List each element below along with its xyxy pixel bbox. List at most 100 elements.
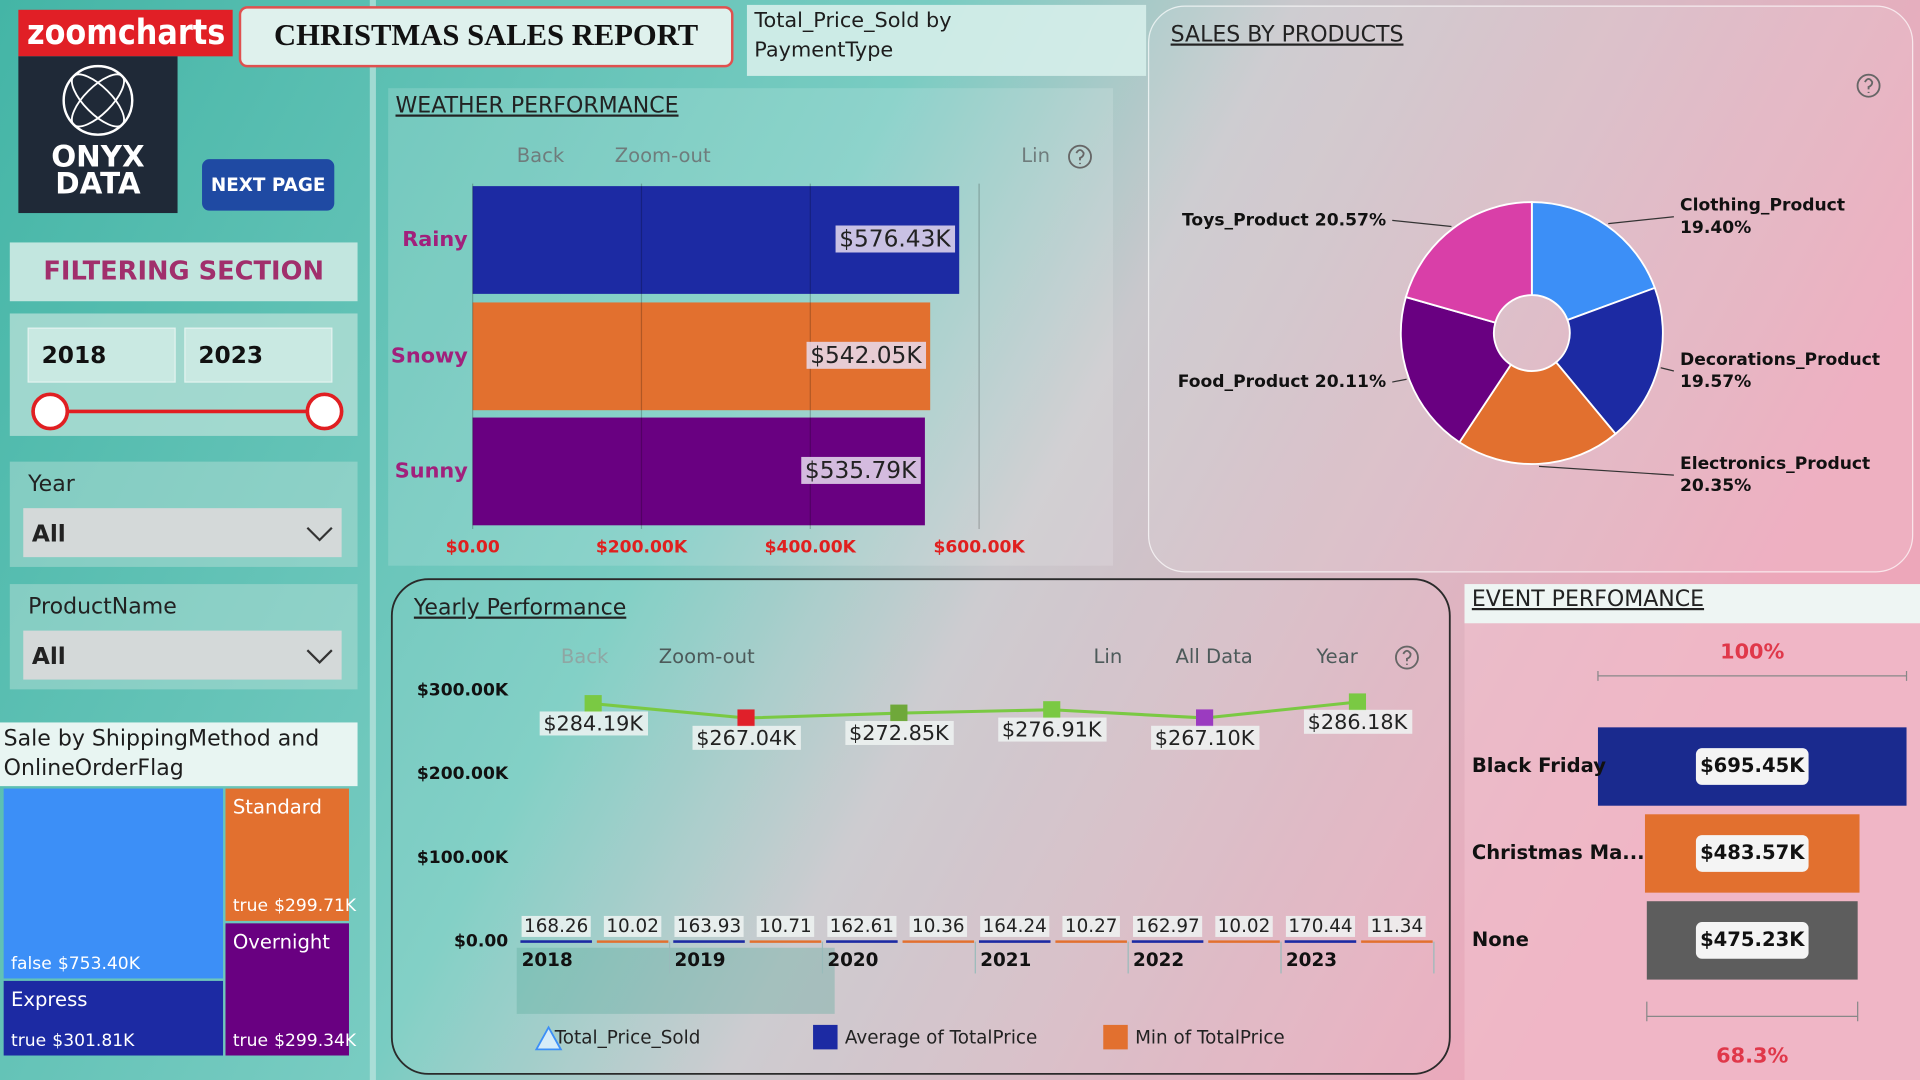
category-label: Rainy (402, 227, 468, 251)
value-label: 10.36 (912, 916, 965, 937)
brand-badge (18, 9, 233, 57)
value-label-bg (806, 341, 927, 369)
legend-label: Min of TotalPrice (1135, 1027, 1285, 1048)
treemap-tile (225, 788, 349, 921)
tile-value-group: true $299.34K (233, 1031, 357, 1051)
value-label-bg (603, 915, 662, 937)
value-label: $576.43K (839, 225, 951, 252)
payment-title-box (746, 4, 1147, 76)
tile-flag: true (233, 1031, 268, 1051)
line-marker (1043, 701, 1061, 719)
value-label-bg (1368, 915, 1426, 937)
range-input[interactable] (184, 327, 333, 383)
slice-label-group: Toys_Product 20.57% (1182, 210, 1386, 230)
panel (390, 578, 1451, 1075)
divider (369, 0, 376, 1080)
value-label-bg (1215, 915, 1273, 937)
funnel-bracket (1597, 671, 1908, 681)
value-label-bg (1062, 915, 1120, 937)
value-label: 10.71 (759, 916, 812, 937)
line-marker (737, 709, 755, 727)
toolbar-button: Zoom-out (615, 144, 711, 167)
next-page-button[interactable] (202, 159, 335, 211)
value-label: $475.23K (1700, 928, 1805, 951)
value-label-bg (827, 915, 897, 937)
slice-percent: 19.40% (1680, 218, 1751, 238)
tile-name: Overnight (233, 930, 330, 953)
value-label: 10.02 (1218, 916, 1271, 937)
help-icon[interactable] (1856, 73, 1881, 98)
next-page-label: NEXT PAGE (211, 175, 326, 196)
title-box (0, 722, 358, 787)
value-label: 10.02 (606, 916, 659, 937)
treemap-tile (3, 980, 224, 1056)
tile-value: $299.71K (274, 896, 357, 916)
tile-value: $753.40K (58, 954, 141, 974)
treemap-tile (3, 788, 224, 979)
slice-label: Electronics_Product (1680, 454, 1870, 474)
pie-slice (1554, 286, 1664, 436)
x-tick-label: $400.00K (765, 537, 857, 557)
toolbar-button: Year (1315, 645, 1358, 668)
toolbar-button: Back (517, 144, 565, 167)
legend-label: Average of TotalPrice (845, 1027, 1037, 1048)
toolbar-button: All Data (1176, 645, 1253, 668)
report-title: CHRISTMAS SALES REPORT (274, 18, 698, 52)
leader-line (1392, 378, 1407, 383)
value-label: $695.45K (1700, 754, 1805, 777)
x-tick-label: $600.00K (933, 537, 1025, 557)
value-label-bg (835, 225, 956, 253)
line-marker (1348, 693, 1367, 711)
range-handle[interactable] (305, 392, 344, 431)
tile-flag: true (11, 1031, 46, 1051)
chart-title-box: Sale by ShippingMethod and OnlineOrderFl… (4, 726, 320, 781)
filter-title-box (9, 242, 358, 302)
value-label: 164.24 (983, 916, 1047, 937)
slicer-label: ProductName (28, 594, 177, 619)
dropdown-chevron (306, 649, 333, 665)
help-glyph (1402, 649, 1412, 665)
pie-slice (1530, 201, 1657, 322)
slicer-dropdown[interactable] (23, 630, 342, 680)
value-label: $542.05K (810, 342, 922, 369)
x-tick-label: 2018 (522, 950, 573, 971)
range-input[interactable] (27, 327, 176, 383)
value-label: 163.93 (677, 916, 741, 937)
funnel-bottom-label: 68.3% (1716, 1044, 1788, 1068)
value-label: 162.97 (1135, 916, 1199, 937)
range-handle[interactable] (31, 392, 70, 431)
tile-value-group: false $753.40K (11, 954, 141, 974)
help-icon[interactable] (1068, 144, 1092, 169)
y-tick-label: $100.00K (417, 848, 509, 868)
chart-title: EVENT PERFOMANCE (1472, 587, 1704, 612)
chart-title: WEATHER PERFORMANCE (396, 94, 679, 119)
slicer-value: All (32, 521, 66, 548)
leader-line (1538, 465, 1674, 476)
slice-label: Clothing_Product (1680, 196, 1845, 216)
value-label-bg (674, 915, 744, 937)
slicer-dropdown[interactable] (23, 508, 342, 558)
x-tick-label: 2021 (980, 950, 1031, 971)
range-value: 2018 (42, 342, 107, 369)
slice-label: Toys_Product (1182, 210, 1309, 230)
toolbar-button: Lin (1021, 144, 1050, 167)
line-marker (1196, 709, 1214, 727)
legend-marker (1103, 1024, 1128, 1050)
logo-ring (62, 64, 134, 136)
filter-title: FILTERING SECTION (43, 256, 324, 286)
value-label-bg (1133, 915, 1203, 937)
value-label-bg (998, 717, 1107, 742)
line-marker (890, 704, 908, 722)
value-label: 11.34 (1371, 916, 1424, 937)
brand-name: zoomcharts (27, 13, 225, 53)
tile-value: $301.81K (52, 1031, 135, 1051)
slice-percent: 20.57% (1315, 210, 1386, 230)
value-label-bg (692, 725, 801, 750)
slice-label: Decorations_Product (1680, 350, 1880, 370)
toolbar-button: Back (561, 645, 609, 668)
value-label: 162.61 (830, 916, 894, 937)
tile-value: $299.34K (274, 1031, 357, 1051)
help-icon[interactable] (1395, 645, 1419, 670)
value-label-bg (1695, 748, 1809, 785)
